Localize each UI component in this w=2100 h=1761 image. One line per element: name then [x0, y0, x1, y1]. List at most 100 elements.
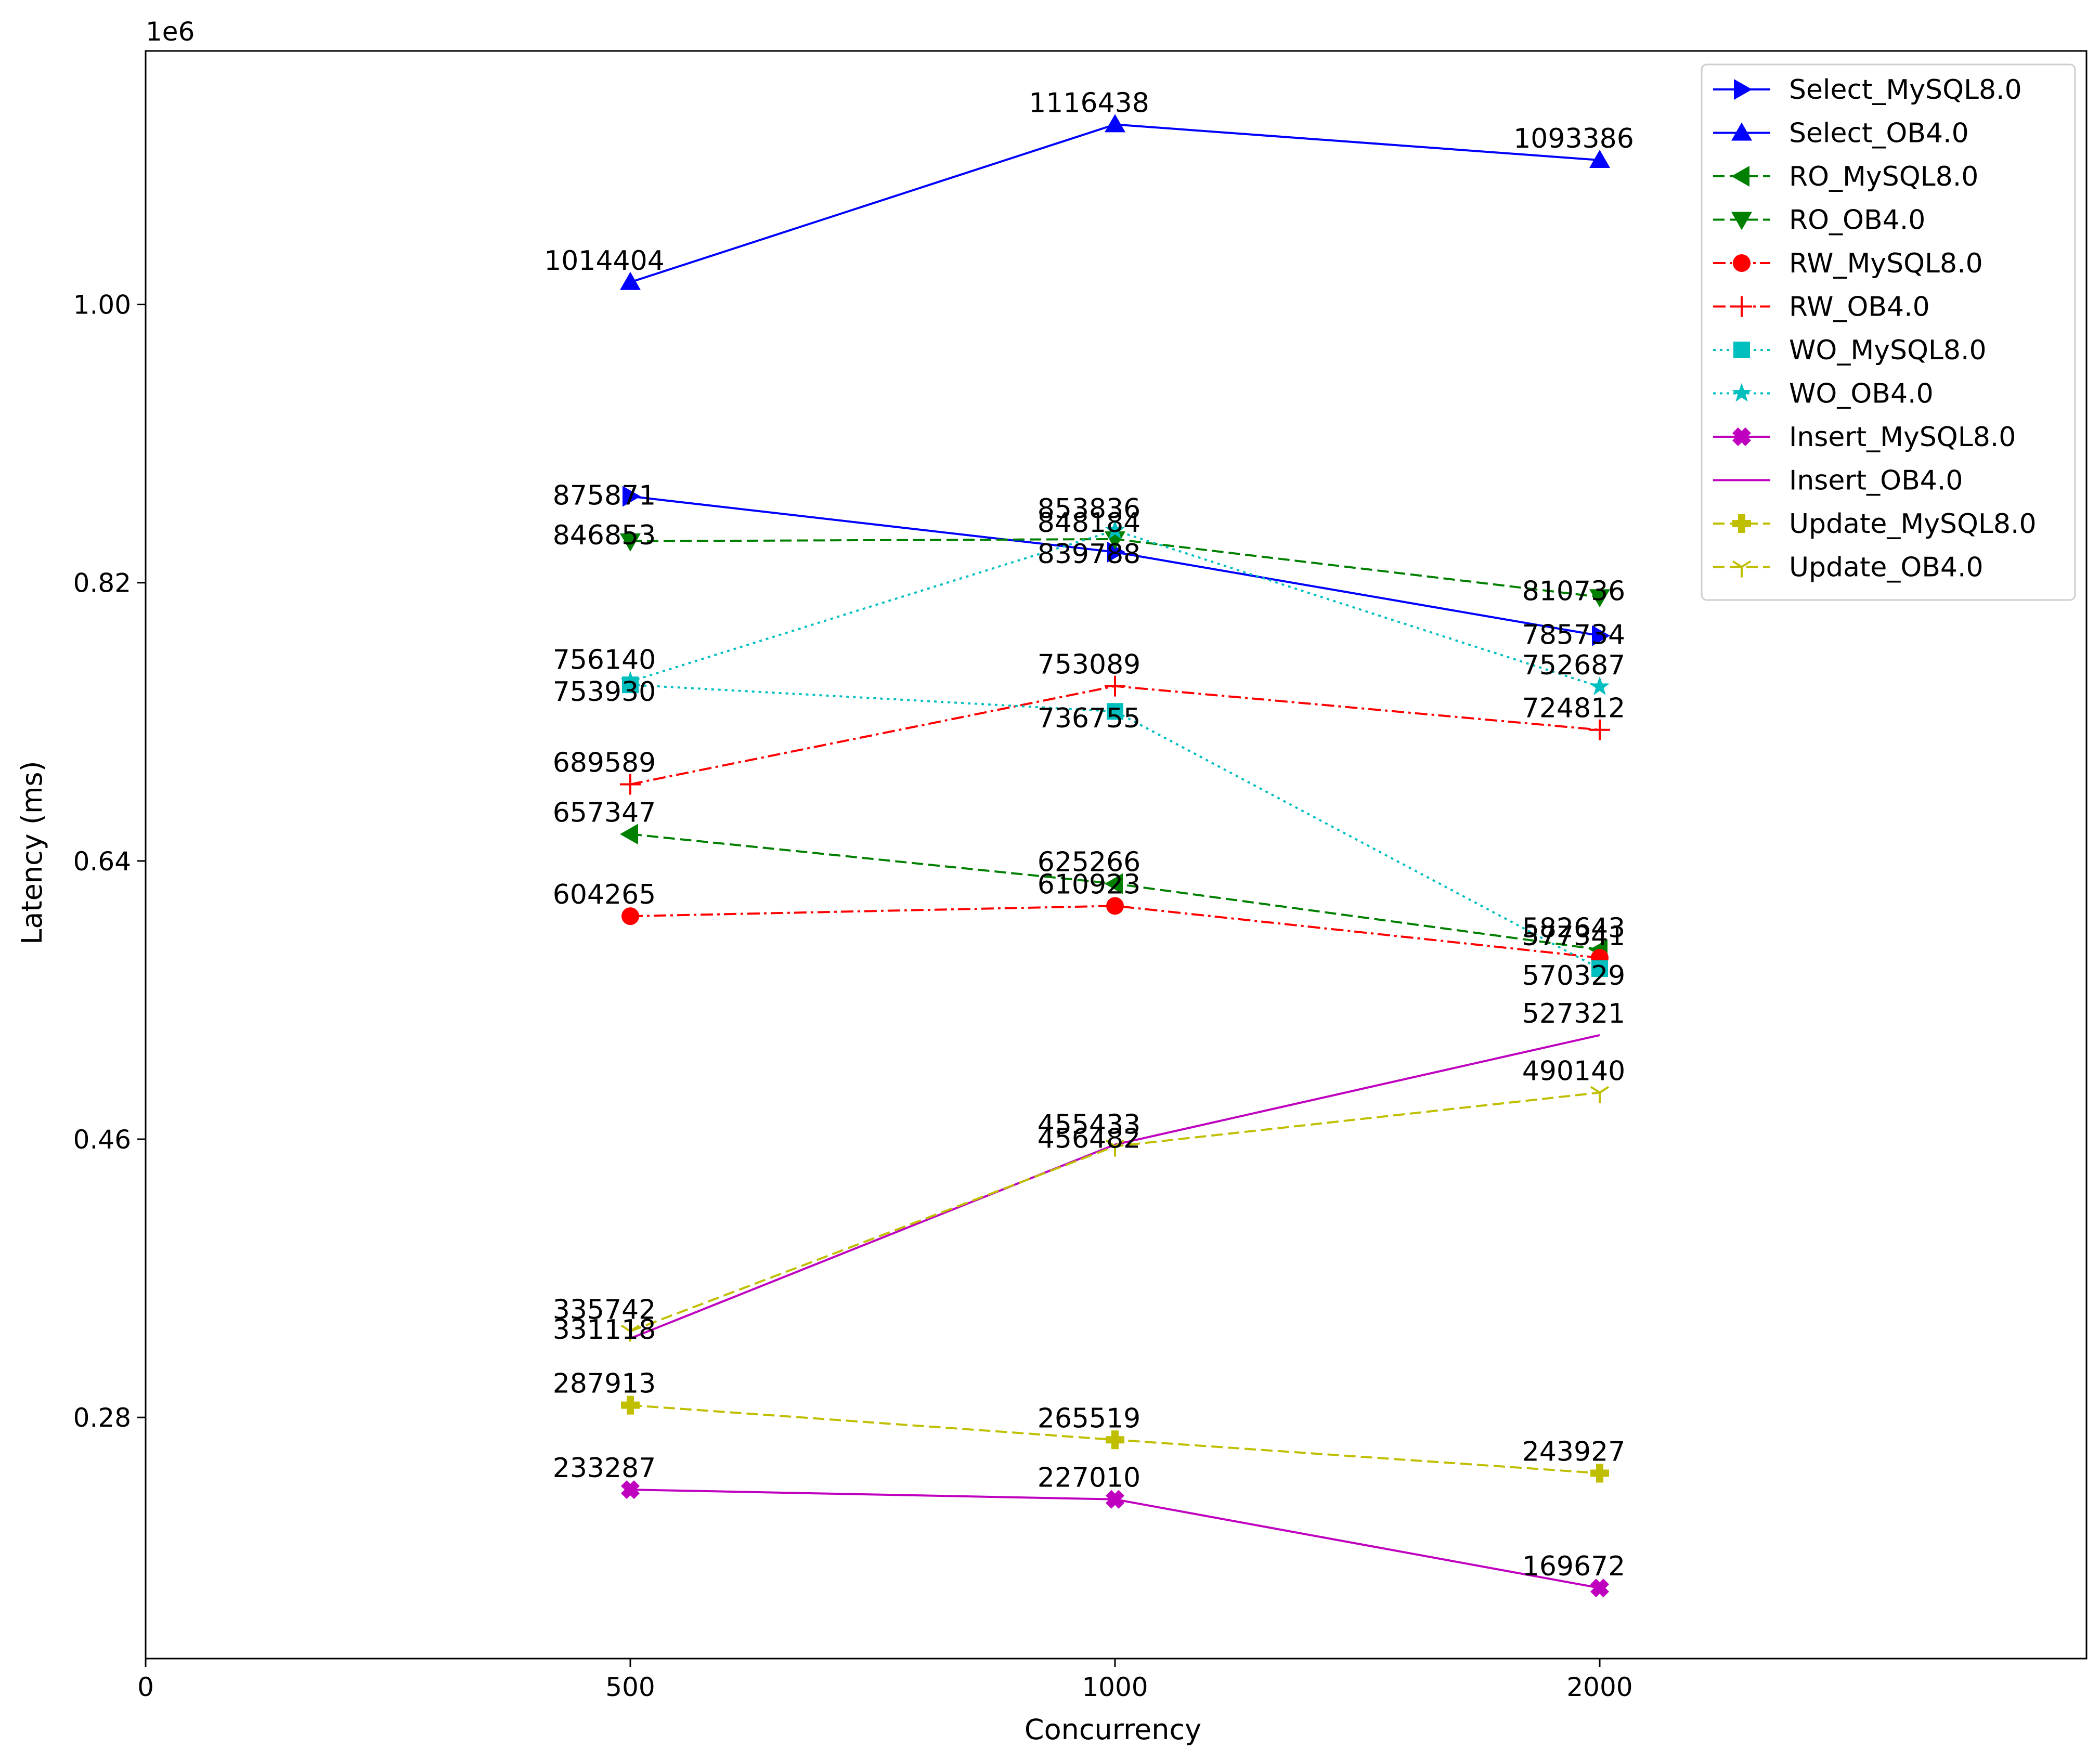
- series-point-Insert_MySQL8.0-2-shape: [1590, 1579, 1609, 1598]
- series-point-Update_OB4.0-0: [620, 1324, 640, 1342]
- legend-label-Update_MySQL8.0: Update_MySQL8.0: [1789, 508, 2037, 540]
- data-label-RO_OB4.0-0: 846853: [553, 520, 656, 551]
- series-point-Insert_MySQL8.0-2: [1590, 1579, 1609, 1598]
- data-label-RO_OB4.0-1: 848184: [1038, 507, 1141, 539]
- data-label-RW_OB4.0-0: 689589: [553, 747, 656, 778]
- legend-marker-Select_OB4.0: [1731, 122, 1752, 141]
- legend-marker-Insert_MySQL8.0: [1732, 427, 1751, 446]
- data-label-RO_MySQL8.0-0: 657347: [553, 797, 656, 828]
- data-label-WO_OB4.0-0: 756140: [553, 645, 656, 676]
- series-point-Update_MySQL8.0-1: [1106, 1430, 1124, 1450]
- series-point-Select_OB4.0-0: [620, 271, 641, 290]
- axes-frame: [145, 50, 2088, 1660]
- y-tick-label-0.64: 0.64: [73, 846, 131, 877]
- y-tick-label-0.46: 0.46: [73, 1125, 131, 1155]
- data-label-Update_MySQL8.0-0: 287913: [553, 1368, 656, 1400]
- data-label-WO_OB4.0-1: 853836: [1038, 493, 1141, 525]
- axes: 0 500 1000 2000 0.28 0.46 0.64 0.82 1.00: [73, 50, 2088, 1702]
- y-axis-offset-label: 1e6: [146, 17, 195, 47]
- series-point-RW_MySQL8.0-0: [621, 907, 639, 925]
- data-label-RW_OB4.0-1: 753089: [1038, 649, 1141, 681]
- x-tick-label-1000: 1000: [1082, 1672, 1148, 1702]
- data-label-Insert_MySQL8.0-2: 169672: [1522, 1551, 1626, 1582]
- series-point-Select_OB4.0-1: [1105, 114, 1125, 133]
- data-label-RO_OB4.0-2: 810736: [1522, 576, 1626, 607]
- plot-area: 875871 839788 785734 1014404 1116438 1093386 6…: [544, 87, 1634, 1598]
- data-label-WO_OB4.0-2: 752687: [1522, 650, 1626, 681]
- y-axis-label: Latency (ms): [16, 761, 48, 944]
- data-label-Select_OB4.0-0: 1014404: [544, 245, 665, 277]
- legend-marker-RW_OB4.0: [1731, 296, 1752, 317]
- legend-marker-WO_OB4.0: [1731, 383, 1752, 402]
- series-point-Update_OB4.0-2: [1590, 1086, 1610, 1103]
- data-label-Insert_MySQL8.0-0: 233287: [553, 1453, 656, 1484]
- data-label-RW_OB4.0-2: 724812: [1522, 693, 1626, 724]
- data-label-Select_MySQL8.0-2: 785734: [1522, 620, 1626, 651]
- data-label-RO_MySQL8.0-2: 582643: [1522, 912, 1626, 944]
- legend-label-RW_MySQL8.0: RW_MySQL8.0: [1789, 248, 1983, 279]
- legend-label-Insert_MySQL8.0: Insert_MySQL8.0: [1789, 422, 2016, 453]
- series-point-RO_MySQL8.0-0: [620, 824, 638, 845]
- data-label-Select_OB4.0-1: 1116438: [1029, 87, 1149, 119]
- series-point-RW_OB4.0-1: [1105, 675, 1125, 697]
- series-point-Select_OB4.0-2: [1589, 149, 1610, 168]
- data-label-RO_MySQL8.0-1: 625266: [1038, 847, 1141, 878]
- legend-marker-RW_MySQL8.0: [1733, 254, 1751, 272]
- legend-marker-Insert_MySQL8.0-shape: [1732, 427, 1751, 446]
- series-point-WO_MySQL8.0-1: [1107, 703, 1123, 720]
- legend-label-Update_OB4.0: Update_OB4.0: [1789, 552, 1984, 583]
- x-tick-label-2000: 2000: [1566, 1672, 1632, 1702]
- data-label-RW_MySQL8.0-0: 604265: [553, 879, 656, 910]
- series-point-Select_MySQL8.0-2: [1592, 625, 1610, 646]
- series-point-RO_OB4.0-2: [1589, 589, 1610, 608]
- data-label-Select_MySQL8.0-0: 875871: [553, 480, 656, 512]
- legend-label-Select_MySQL8.0: Select_MySQL8.0: [1789, 74, 2022, 106]
- data-label-Select_MySQL8.0-1: 839788: [1038, 539, 1141, 570]
- data-label-Insert_OB4.0-2: 527321: [1522, 998, 1626, 1029]
- series-point-Update_OB4.0-1: [1105, 1139, 1125, 1157]
- legend-marker-RO_MySQL8.0: [1731, 166, 1749, 187]
- legend-label-Select_OB4.0: Select_OB4.0: [1789, 118, 1969, 149]
- legend-label-RO_MySQL8.0: RO_MySQL8.0: [1789, 161, 1978, 192]
- x-axis-label: Concurrency: [1025, 1713, 1201, 1746]
- series-point-WO_OB4.0-2: [1589, 676, 1610, 696]
- data-label-Update_OB4.0-2: 490140: [1522, 1055, 1626, 1087]
- legend: Select_MySQL8.0 Select_OB4.0 RO_MySQL8.0 RO…: [1701, 63, 2076, 601]
- legend-label-WO_OB4.0: WO_OB4.0: [1789, 379, 1934, 410]
- y-tick-label-0.28: 0.28: [73, 1403, 131, 1433]
- legend-label-Insert_OB4.0: Insert_OB4.0: [1789, 465, 1963, 497]
- data-label-WO_MySQL8.0-0: 753930: [553, 676, 656, 708]
- series-point-RW_MySQL8.0-1: [1106, 897, 1124, 915]
- series-point-Update_MySQL8.0-0: [621, 1395, 640, 1415]
- legend-marker-Update_MySQL8.0: [1732, 514, 1751, 533]
- series-point-Insert_MySQL8.0-1: [1106, 1490, 1124, 1509]
- y-tick-label-1.00: 1.00: [73, 290, 131, 320]
- data-label-Update_OB4.0-1: 455433: [1038, 1110, 1141, 1141]
- data-label-Insert_OB4.0-1: 456482: [1038, 1124, 1141, 1155]
- series-point-RO_MySQL8.0-1: [1105, 873, 1123, 894]
- x-tick-label-500: 500: [605, 1672, 655, 1702]
- legend-label-RW_OB4.0: RW_OB4.0: [1789, 292, 1930, 323]
- data-labels: 875871 839788 785734 1014404 1116438 1093386 6…: [544, 87, 1634, 1582]
- series-point-WO_OB4.0-0: [620, 671, 641, 690]
- series-point-WO_OB4.0-1: [1105, 520, 1125, 539]
- series-point-RW_OB4.0-0: [620, 774, 641, 795]
- series-line-Insert_OB4.0: [630, 1034, 1600, 1340]
- series-point-Select_MySQL8.0-1: [1107, 541, 1125, 563]
- data-label-WO_MySQL8.0-1: 736755: [1038, 703, 1141, 734]
- data-label-Update_OB4.0-0: 335742: [553, 1294, 656, 1325]
- legend-marker-RO_OB4.0: [1731, 212, 1752, 230]
- x-tick-label-0: 0: [137, 1672, 154, 1702]
- legend-marker-WO_MySQL8.0: [1733, 342, 1750, 358]
- legend-box: [1701, 63, 2076, 601]
- series-point-Insert_MySQL8.0-0: [621, 1480, 640, 1499]
- legend-marker-Select_MySQL8.0: [1734, 79, 1752, 100]
- series-point-Insert_MySQL8.0-0-shape: [621, 1480, 640, 1499]
- data-label-RW_MySQL8.0-1: 610923: [1038, 869, 1141, 900]
- series-point-RO_OB4.0-0: [620, 533, 641, 552]
- data-label-WO_MySQL8.0-2: 570329: [1522, 960, 1626, 992]
- legend-label-WO_MySQL8.0: WO_MySQL8.0: [1789, 335, 1987, 366]
- series-point-WO_MySQL8.0-2: [1591, 960, 1608, 977]
- series-point-Update_MySQL8.0-2: [1590, 1464, 1609, 1483]
